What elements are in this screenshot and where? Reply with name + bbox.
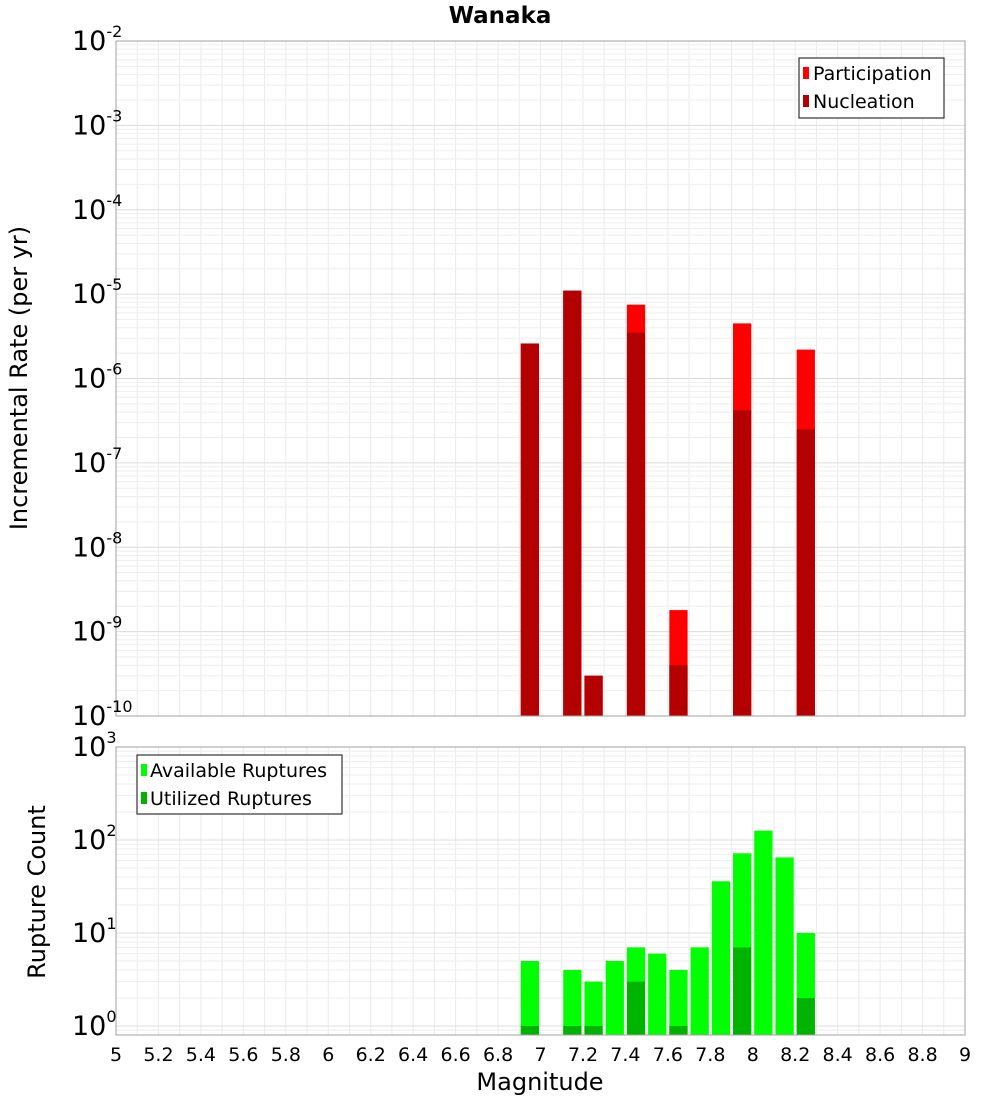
bar-utilized-ruptures-7.95 — [733, 947, 752, 1035]
legend-swatch-nucleation — [803, 95, 809, 107]
y-tick-label: 101 — [72, 914, 117, 949]
bar-available-ruptures-8.15 — [775, 857, 794, 1035]
x-tick-label: 8.4 — [823, 1044, 853, 1066]
y-tick-label: 10-9 — [72, 613, 122, 648]
bar-nucleation-7.65 — [669, 665, 688, 716]
rate-legend-box — [798, 57, 945, 119]
bar-available-ruptures-8.05 — [754, 830, 773, 1035]
x-tick-label: 6.4 — [398, 1044, 428, 1066]
bar-available-ruptures-7.75 — [690, 947, 709, 1035]
y-tick-label: 10-8 — [72, 528, 122, 563]
bar-nucleation-7.25 — [584, 675, 603, 716]
y-tick-label: 10-2 — [72, 22, 122, 57]
x-tick-label: 8.8 — [907, 1044, 937, 1066]
rate-plot-frame — [115, 40, 966, 717]
bar-utilized-ruptures-7.65 — [669, 1025, 688, 1035]
rate-y-axis-label: Incremental Rate (per yr) — [5, 226, 33, 530]
y-tick-label: 10-5 — [72, 275, 122, 310]
x-tick-label: 5.6 — [228, 1044, 258, 1066]
x-tick-label: 8.2 — [780, 1044, 810, 1066]
y-tick-label: 100 — [72, 1007, 117, 1042]
y-tick-label: 10-4 — [72, 191, 122, 226]
x-tick-label: 5 — [110, 1044, 122, 1066]
legend-swatch-participation — [803, 67, 809, 79]
bar-available-ruptures-7.35 — [605, 960, 624, 1035]
count-legend: Available Ruptures Utilized Ruptures — [136, 754, 343, 815]
legend-label-utilized-ruptures: Utilized Ruptures — [150, 788, 312, 810]
y-tick-label: 10-3 — [72, 106, 122, 141]
bar-nucleation-7.15 — [563, 290, 582, 716]
bar-utilized-ruptures-7.15 — [563, 1025, 582, 1035]
x-tick-label: 5.8 — [271, 1044, 301, 1066]
x-tick-label: 7.8 — [695, 1044, 725, 1066]
bar-available-ruptures-7.85 — [711, 881, 731, 1035]
x-tick-label: 6.8 — [483, 1044, 513, 1066]
rate-panel: 10-10 10-9 10-8 10-7 10-6 10-5 10-4 10-3 10-2 In… — [5, 22, 966, 732]
x-tick-label: 7.2 — [568, 1044, 598, 1066]
y-tick-label: 103 — [72, 728, 117, 763]
count-plot-frame — [115, 746, 966, 1036]
bar-available-ruptures-7.25 — [584, 981, 603, 1035]
bar-nucleation-7.95 — [733, 410, 752, 716]
count-panel: 100 101 102 103 Rupture Count 5 5.2 5.4 5.6 5.8… — [23, 728, 971, 1096]
bar-nucleation-8.25 — [796, 429, 815, 716]
y-tick-label: 10-10 — [72, 697, 133, 732]
y-tick-label: 10-6 — [72, 360, 122, 395]
legend-swatch-available-ruptures — [141, 764, 147, 776]
rate-legend: Participation Nucleation — [798, 57, 945, 119]
rate-grid — [115, 41, 966, 717]
rate-bars — [520, 290, 815, 716]
count-legend-box — [136, 754, 343, 815]
chart-title: Wanaka — [449, 3, 552, 29]
bar-available-ruptures-7.65 — [669, 969, 688, 1035]
bar-nucleation-7.45 — [626, 332, 646, 716]
legend-label-available-ruptures: Available Ruptures — [150, 760, 327, 782]
rate-y-ticks: 10-10 10-9 10-8 10-7 10-6 10-5 10-4 10-3 10-2 — [72, 22, 133, 732]
count-bars — [520, 830, 815, 1035]
x-tick-label: 7.4 — [610, 1044, 640, 1066]
x-tick-label: 7 — [534, 1044, 546, 1066]
legend-label-nucleation: Nucleation — [813, 91, 915, 113]
x-tick-label: 6.2 — [356, 1044, 386, 1066]
bar-utilized-ruptures-7.45 — [626, 981, 646, 1035]
bar-available-ruptures-6.95 — [520, 960, 540, 1035]
x-tick-label: 7.6 — [653, 1044, 683, 1066]
count-y-axis-label: Rupture Count — [23, 805, 51, 979]
bar-utilized-ruptures-7.25 — [584, 1025, 603, 1035]
bar-utilized-ruptures-6.95 — [520, 1025, 540, 1035]
x-tick-labels: 5 5.2 5.4 5.6 5.8 6 6.2 6.4 6.6 6.8 7 7.2 7.4 7.6 7.8 8… — [110, 1044, 971, 1066]
bar-available-ruptures-7.15 — [563, 969, 582, 1035]
y-tick-label: 102 — [72, 821, 117, 856]
count-y-ticks: 100 101 102 103 — [72, 728, 117, 1042]
legend-label-participation: Participation — [813, 63, 932, 85]
legend-swatch-utilized-ruptures — [141, 792, 147, 804]
bar-utilized-ruptures-8.25 — [796, 997, 815, 1035]
x-tick-label: 8.6 — [865, 1044, 895, 1066]
y-tick-label: 10-7 — [72, 444, 122, 479]
bar-available-ruptures-7.55 — [648, 953, 667, 1035]
x-tick-label: 6.6 — [440, 1044, 470, 1066]
bar-nucleation-6.95 — [520, 343, 540, 716]
x-axis-label: Magnitude — [476, 1068, 603, 1096]
x-tick-label: 5.4 — [186, 1044, 216, 1066]
x-tick-label: 9 — [959, 1044, 971, 1066]
x-tick-label: 8 — [747, 1044, 759, 1066]
x-tick-label: 6 — [322, 1044, 334, 1066]
x-tick-label: 5.2 — [143, 1044, 173, 1066]
